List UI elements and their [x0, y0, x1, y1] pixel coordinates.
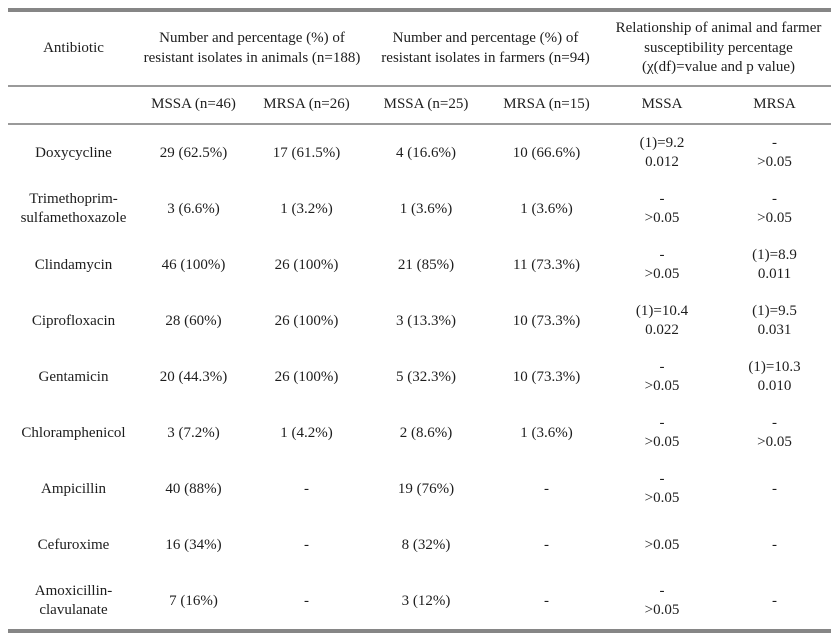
value-cell: 2 (8.6%) — [399, 424, 453, 441]
value-cell: 10 (66.6%) — [512, 144, 581, 161]
table-body: Doxycycline 29 (62.5%) 17 (61.5%) 4 (16.6%)… — [8, 124, 831, 631]
value-cell: 16 (34%) — [165, 536, 222, 553]
value-cell: 1 (3.6%) — [399, 200, 453, 217]
value-cell: 1 (3.6%) — [520, 424, 573, 441]
table-row: Clindamycin 46 (100%) 26 (100%) 21 (85%) 11 … — [8, 237, 831, 293]
value-cell: 3 (7.2%) — [167, 424, 220, 441]
value-cell: 4 (16.6%) — [396, 144, 456, 161]
header-group-farmers: Number and percentage (%) of resistant i… — [365, 10, 606, 87]
value-cell: - — [304, 536, 309, 553]
value-cell: 1 (4.2%) — [280, 424, 333, 441]
value-cell: 10 (73.3%) — [512, 312, 581, 329]
antibiotic-cell: Gentamicin — [38, 368, 109, 385]
subheader-row: MSSA (n=46) MRSA (n=26) MSSA (n=25) MRSA… — [8, 86, 831, 125]
table-row: Gentamicin 20 (44.3%) 26 (100%) 5 (32.3%) 10… — [8, 349, 831, 405]
value-cell: 7 (16%) — [169, 592, 218, 609]
value-cell: - — [544, 536, 549, 553]
value-cell: - >0.05 — [644, 415, 680, 450]
table-row: Ciprofloxacin 28 (60%) 26 (100%) 3 (13.3%) 1… — [8, 293, 831, 349]
value-cell: 5 (32.3%) — [396, 368, 456, 385]
antibiotic-cell: Doxycycline — [35, 144, 112, 161]
subheader-animals-mssa: MSSA (n=46) — [139, 86, 248, 125]
value-cell: 3 (13.3%) — [396, 312, 456, 329]
subheader-empty — [8, 86, 139, 125]
value-cell: (1)=9.2 0.012 — [639, 135, 685, 170]
group-header-row: Antibiotic Number and percentage (%) of … — [8, 10, 831, 87]
value-cell: (1)=9.5 0.031 — [752, 303, 797, 338]
table-row: Trimethoprim-sulfamethoxazole 3 (6.6%) 1 (… — [8, 181, 831, 237]
subheader-farmers-mssa: MSSA (n=25) — [365, 86, 487, 125]
value-cell: 19 (76%) — [397, 480, 455, 497]
value-cell: 8 (32%) — [401, 536, 451, 553]
antibiotic-cell: Trimethoprim-sulfamethoxazole — [20, 191, 127, 226]
table-header: Antibiotic Number and percentage (%) of … — [8, 10, 831, 125]
value-cell: - — [544, 480, 549, 497]
value-cell: 17 (61.5%) — [272, 144, 341, 161]
value-cell: - — [772, 480, 777, 497]
header-antibiotic: Antibiotic — [8, 10, 139, 87]
header-group-animals: Number and percentage (%) of resistant i… — [139, 10, 365, 87]
antibiotic-cell: Clindamycin — [34, 256, 113, 273]
value-cell: - — [544, 592, 549, 609]
value-cell: >0.05 — [644, 536, 680, 553]
value-cell: (1)=8.9 0.011 — [752, 247, 797, 282]
value-cell: - >0.05 — [644, 471, 680, 506]
antibiotic-cell: Ampicillin — [41, 480, 106, 497]
antibiotic-cell: Ciprofloxacin — [31, 312, 116, 329]
value-cell: - — [304, 480, 309, 497]
table-row: Chloramphenicol 3 (7.2%) 1 (4.2%) 2 (8.6%) 1… — [8, 405, 831, 461]
antibiotic-cell: Amoxicillin-clavulanate — [34, 583, 113, 618]
value-cell: - — [772, 592, 777, 609]
value-cell: 3 (12%) — [401, 592, 451, 609]
value-cell: - >0.05 — [644, 583, 680, 618]
value-cell: - >0.05 — [757, 415, 792, 450]
antibiotic-cell: Cefuroxime — [37, 536, 110, 553]
resistance-table: Antibiotic Number and percentage (%) of … — [8, 8, 831, 633]
value-cell: (1)=10.4 0.022 — [635, 303, 689, 338]
value-cell: - >0.05 — [757, 135, 792, 170]
value-cell: 40 (88%) — [165, 480, 222, 497]
value-cell: 3 (6.6%) — [167, 200, 220, 217]
table-row: Ampicillin 40 (88%) - 19 (76%) - - >0.05 - — [8, 461, 831, 517]
value-cell: - >0.05 — [757, 191, 792, 226]
value-cell: 26 (100%) — [274, 256, 339, 273]
value-cell: 26 (100%) — [274, 368, 339, 385]
value-cell: 1 (3.2%) — [280, 200, 333, 217]
value-cell: 46 (100%) — [161, 256, 226, 273]
subheader-animals-mrsa: MRSA (n=26) — [248, 86, 365, 125]
antibiotic-cell: Chloramphenicol — [21, 424, 126, 441]
subheader-relationship-mssa: MSSA — [606, 86, 718, 125]
value-cell: - — [304, 592, 309, 609]
value-cell: 28 (60%) — [165, 312, 222, 329]
subheader-relationship-mrsa: MRSA — [718, 86, 831, 125]
value-cell: 10 (73.3%) — [512, 368, 581, 385]
value-cell: - >0.05 — [644, 191, 680, 226]
value-cell: 1 (3.6%) — [520, 200, 573, 217]
value-cell: 20 (44.3%) — [159, 368, 228, 385]
value-cell: - >0.05 — [644, 359, 680, 394]
table-row: Cefuroxime 16 (34%) - 8 (32%) - >0.05 - — [8, 517, 831, 573]
value-cell: 29 (62.5%) — [159, 144, 228, 161]
value-cell: 11 (73.3%) — [513, 256, 580, 273]
value-cell: (1)=10.3 0.010 — [748, 359, 801, 394]
value-cell: - — [772, 536, 777, 553]
value-cell: - >0.05 — [644, 247, 680, 282]
table-row: Amoxicillin-clavulanate 7 (16%) - 3 (12%) - -… — [8, 573, 831, 631]
table-row: Doxycycline 29 (62.5%) 17 (61.5%) 4 (16.6%)… — [8, 124, 831, 181]
value-cell: 26 (100%) — [274, 312, 339, 329]
subheader-farmers-mrsa: MRSA (n=15) — [487, 86, 606, 125]
value-cell: 21 (85%) — [397, 256, 455, 273]
header-group-relationship: Relationship of animal and farmer suscep… — [606, 10, 831, 87]
